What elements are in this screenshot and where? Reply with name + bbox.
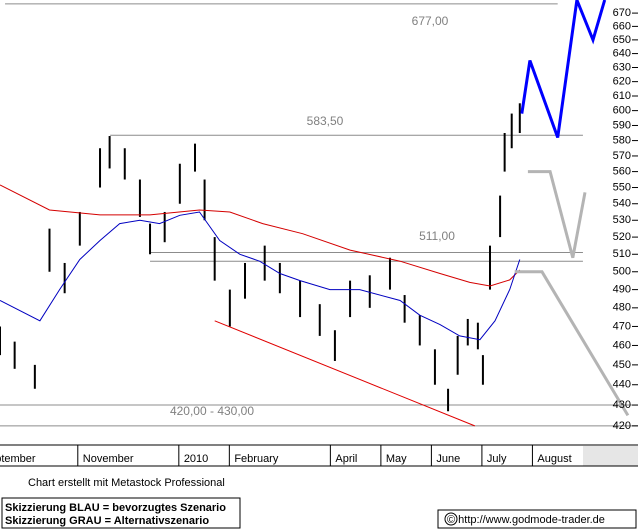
x-tick-label: July [487,453,507,465]
level-label: 420,00 - 430,00 [170,404,254,418]
y-tick-label: 630 [613,61,631,73]
y-tick-label: 430 [613,399,631,411]
x-tick-label: September [0,453,36,465]
y-tick-label: 610 [613,90,631,102]
x-tick-label: 2010 [184,453,208,465]
y-tick-label: 500 [613,266,631,278]
axis-corner [583,446,638,466]
copyright-icon [444,512,458,526]
x-tick-label: February [234,453,279,465]
y-tick-label: 620 [613,76,631,88]
line-series [520,0,607,139]
y-tick-label: 670 [613,7,631,19]
y-tick-label: 660 [613,20,631,32]
credit: Chart erstellt mit Metastock Professiona… [28,477,225,489]
y-tick-label: 470 [613,320,631,332]
y-tick-label: 570 [613,150,631,162]
y-tick-label: 600 [613,105,631,117]
level-label: 677,00 [412,14,449,28]
line-series [0,211,521,341]
line-series [514,170,630,417]
y-tick-label: 640 [613,47,631,59]
x-tick-label: August [537,453,571,465]
y-tick-label: 450 [613,359,631,371]
level-label: 511,00 [419,229,455,243]
legend-blue: Skizzierung BLAU = bevorzugtes Szenario [5,502,226,514]
y-tick-label: 540 [613,198,631,210]
copyright: © http://www.godmode-trader.de [447,514,605,526]
y-tick-label: 480 [613,302,631,314]
x-tick-label: June [436,453,460,465]
level-label: 583,50 [307,114,344,128]
y-tick-label: 440 [613,379,631,391]
y-tick-label: 580 [613,134,631,146]
x-tick-label: April [335,453,357,465]
line-series [0,184,521,287]
x-tick-label: May [386,453,407,465]
y-tick-label: 650 [613,34,631,46]
y-tick-label: 550 [613,181,631,193]
y-tick-label: 560 [613,166,631,178]
y-tick-label: 520 [613,231,631,243]
copyright-box [437,509,637,529]
y-tick-label: 510 [613,248,631,260]
legend-gray: Skizzierung GRAU = Alternativszenario [5,515,209,527]
plot: September November 2010 February April May Jun… [0,0,638,466]
y-tick-label: 460 [613,339,631,351]
x-tick-label: November [83,453,134,465]
y-tick-label: 590 [613,119,631,131]
line-series [214,320,475,427]
y-tick-label: 420 [613,420,631,432]
y-tick-label: 530 [613,214,631,226]
legend-box [1,497,241,529]
y-tick-label: 490 [613,284,631,296]
